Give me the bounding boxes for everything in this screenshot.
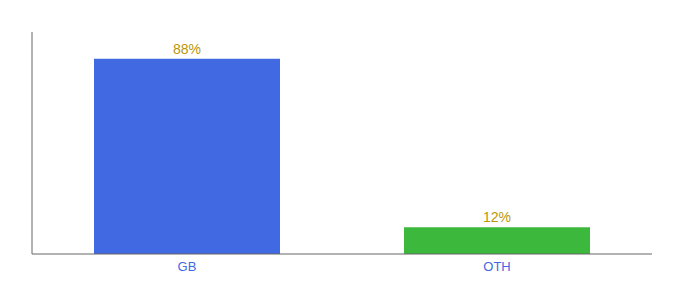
svg-text:88%: 88% [173, 41, 201, 57]
svg-text:OTH: OTH [483, 259, 510, 274]
svg-text:GB: GB [178, 259, 197, 274]
svg-text:12%: 12% [483, 209, 511, 225]
